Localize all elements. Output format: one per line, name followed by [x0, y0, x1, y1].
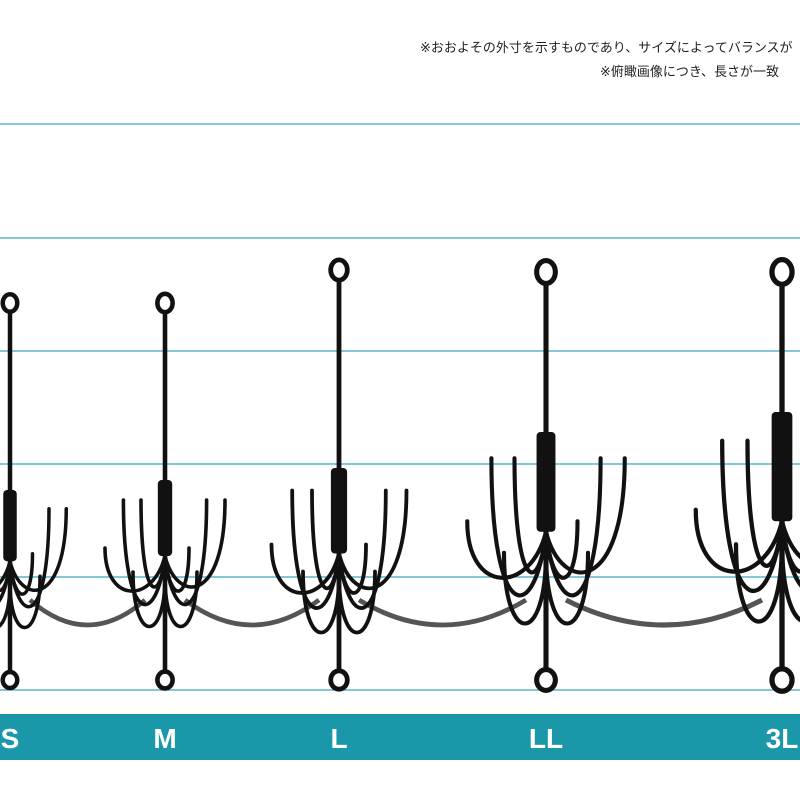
hook	[269, 257, 528, 692]
hooks	[0, 256, 800, 694]
hook-prong	[465, 519, 549, 580]
hook-prong	[163, 498, 209, 607]
note: ※俯瞰画像につき、長さが一致	[600, 64, 779, 80]
hook-eye	[155, 291, 175, 315]
hook-eye	[328, 257, 350, 283]
hook-prong	[139, 498, 167, 589]
hook-prong	[269, 542, 341, 595]
size-label: S	[1, 723, 20, 754]
hook-prong	[310, 488, 341, 591]
guide-lines	[0, 123, 800, 691]
hook-prong	[512, 456, 549, 575]
hook-prong	[779, 539, 800, 622]
hook-prong	[131, 570, 167, 629]
hook-prong	[301, 569, 341, 635]
note: ※おおよその外寸を示すものであり、サイズによってバランスが	[420, 40, 793, 56]
hook-prong	[501, 549, 549, 626]
hook-prong	[543, 549, 591, 626]
hook-prong	[0, 579, 12, 628]
hook-prong	[337, 569, 377, 635]
hook-eye	[534, 667, 558, 693]
hook-prong	[8, 574, 42, 630]
hook-prong	[337, 488, 409, 591]
size-label: 3L	[766, 723, 799, 754]
hook-wrap	[157, 480, 173, 556]
hook-eye	[0, 669, 20, 691]
hook	[0, 292, 147, 691]
size-label: M	[153, 723, 176, 754]
hook-tail	[183, 598, 321, 628]
hook-prong	[779, 519, 800, 588]
hook-eye	[328, 668, 350, 692]
hook-prong	[0, 559, 12, 592]
hook-prong	[163, 498, 227, 589]
hook	[103, 291, 321, 691]
hook-wrap	[330, 468, 348, 554]
hook-prong	[745, 438, 785, 568]
hook-prong	[543, 456, 627, 575]
size-labels: S M L LL 3L	[1, 723, 799, 754]
hook-eye	[0, 292, 20, 314]
hook-eye	[769, 256, 795, 287]
hook-eye	[534, 257, 558, 286]
hook-prong	[0, 559, 12, 585]
hook	[465, 257, 764, 693]
hook-eye	[155, 669, 175, 691]
hook-wrap	[536, 432, 556, 532]
size-label: LL	[529, 723, 563, 754]
hook-tail	[28, 598, 147, 628]
hook-prong	[543, 456, 603, 598]
hook-prong	[733, 539, 785, 624]
hook-eye	[769, 666, 795, 694]
hook-prong	[163, 570, 199, 629]
hook-prong	[779, 519, 800, 560]
size-label: L	[330, 723, 347, 754]
hook-prong	[337, 488, 388, 610]
hook-tail	[564, 597, 764, 628]
hook-prong	[8, 507, 68, 592]
hook-tail	[357, 597, 528, 628]
hook-wrap	[771, 412, 793, 522]
hook-prong	[693, 507, 785, 574]
hook-prong	[8, 507, 51, 609]
hook	[693, 256, 800, 694]
hook-prong	[103, 546, 167, 593]
size-bar	[0, 714, 800, 760]
hook-wrap	[3, 490, 17, 562]
